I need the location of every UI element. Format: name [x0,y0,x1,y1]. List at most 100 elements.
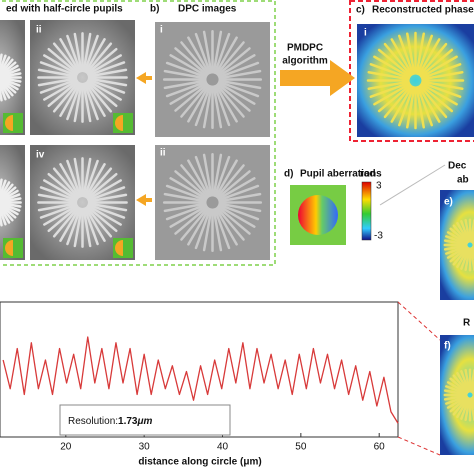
spoke [86,79,122,101]
spoke [85,42,113,74]
x-tick-label: 30 [139,442,151,453]
callout [379,164,446,206]
spoke [449,227,469,244]
spoke [37,77,78,87]
spoke [47,80,79,108]
spoke [0,205,7,226]
spoke [66,82,82,121]
spoke [66,207,82,246]
spoke [47,205,79,233]
spoke [218,202,262,213]
spoke [165,203,207,221]
spoke [59,206,81,242]
spoke [452,374,469,394]
spoke [163,192,207,203]
spoke [87,68,128,78]
spoke [216,82,251,112]
spoke [367,80,410,90]
spoke [415,86,425,129]
spoke [202,85,213,129]
label: iv [36,150,45,161]
spoke [420,55,458,79]
spoke [87,193,128,203]
spoke [213,85,231,127]
spoke [214,207,238,246]
spoke [202,153,213,197]
spoke [443,239,468,246]
spoke [443,389,468,396]
spoke [418,84,448,119]
resolution-value: 1.73 [118,416,138,427]
spoke [215,41,245,76]
spoke [213,155,231,197]
spoke [0,80,7,101]
panel-letter: f) [444,341,451,352]
spoke [420,82,458,106]
spoke [180,206,210,241]
spoke [213,208,231,250]
spoke [194,85,212,127]
panel-e-title: ab [457,175,469,186]
spoke [174,82,209,112]
spoke [464,218,471,243]
spoke [169,204,208,228]
spoke [163,79,207,90]
panel-letter: d) [284,169,293,180]
zoom-lines [397,301,441,456]
spoke [218,80,260,98]
spoke [169,81,208,105]
spoke [449,377,469,394]
spoke [218,69,262,80]
spoke [59,163,81,199]
spoke [470,397,474,410]
spoke [406,86,416,129]
pupil-icon [5,115,13,131]
spoke [194,208,212,250]
pupil-icon [5,240,13,256]
spoke [398,85,415,127]
spoke [39,186,78,202]
panel-a-title: ed with half-circle pupils [6,4,123,15]
spoke [214,36,238,75]
spoke [187,207,211,246]
spoke [165,61,207,79]
label: i [160,25,163,36]
spoke [460,247,470,270]
spoke [43,204,79,226]
spoke [39,61,78,77]
spoke [165,184,207,202]
x-axis-label: distance along circle (μm) [138,457,261,468]
spoke [417,85,441,123]
spoke [47,172,79,200]
spoke [217,177,256,201]
spoke [445,385,468,395]
pupil [298,195,338,235]
spoke [460,370,470,393]
spoke [87,61,126,77]
spoke [445,235,468,245]
colorbar-unit: rad [360,169,376,180]
spoke [212,153,223,197]
resolution-unit: μm [137,416,153,427]
spoke [464,247,471,272]
spoke [212,208,223,252]
spoke [169,177,208,201]
panel-a-border [0,0,276,266]
spoke [87,186,126,202]
spoke [460,220,470,243]
algo-text: PMDPC [287,43,323,54]
spoke [0,54,7,75]
spoke [0,178,3,196]
spoke [416,85,433,127]
spoke [73,82,83,123]
spoke [456,247,470,269]
spoke [383,84,413,119]
spoke [446,395,468,409]
pupil-icon [115,240,123,256]
spoke [83,207,99,246]
spoke [443,244,468,251]
resolution-text: Resolution:1.73μm [68,416,153,427]
spoke [369,81,411,98]
spoke [47,47,79,75]
